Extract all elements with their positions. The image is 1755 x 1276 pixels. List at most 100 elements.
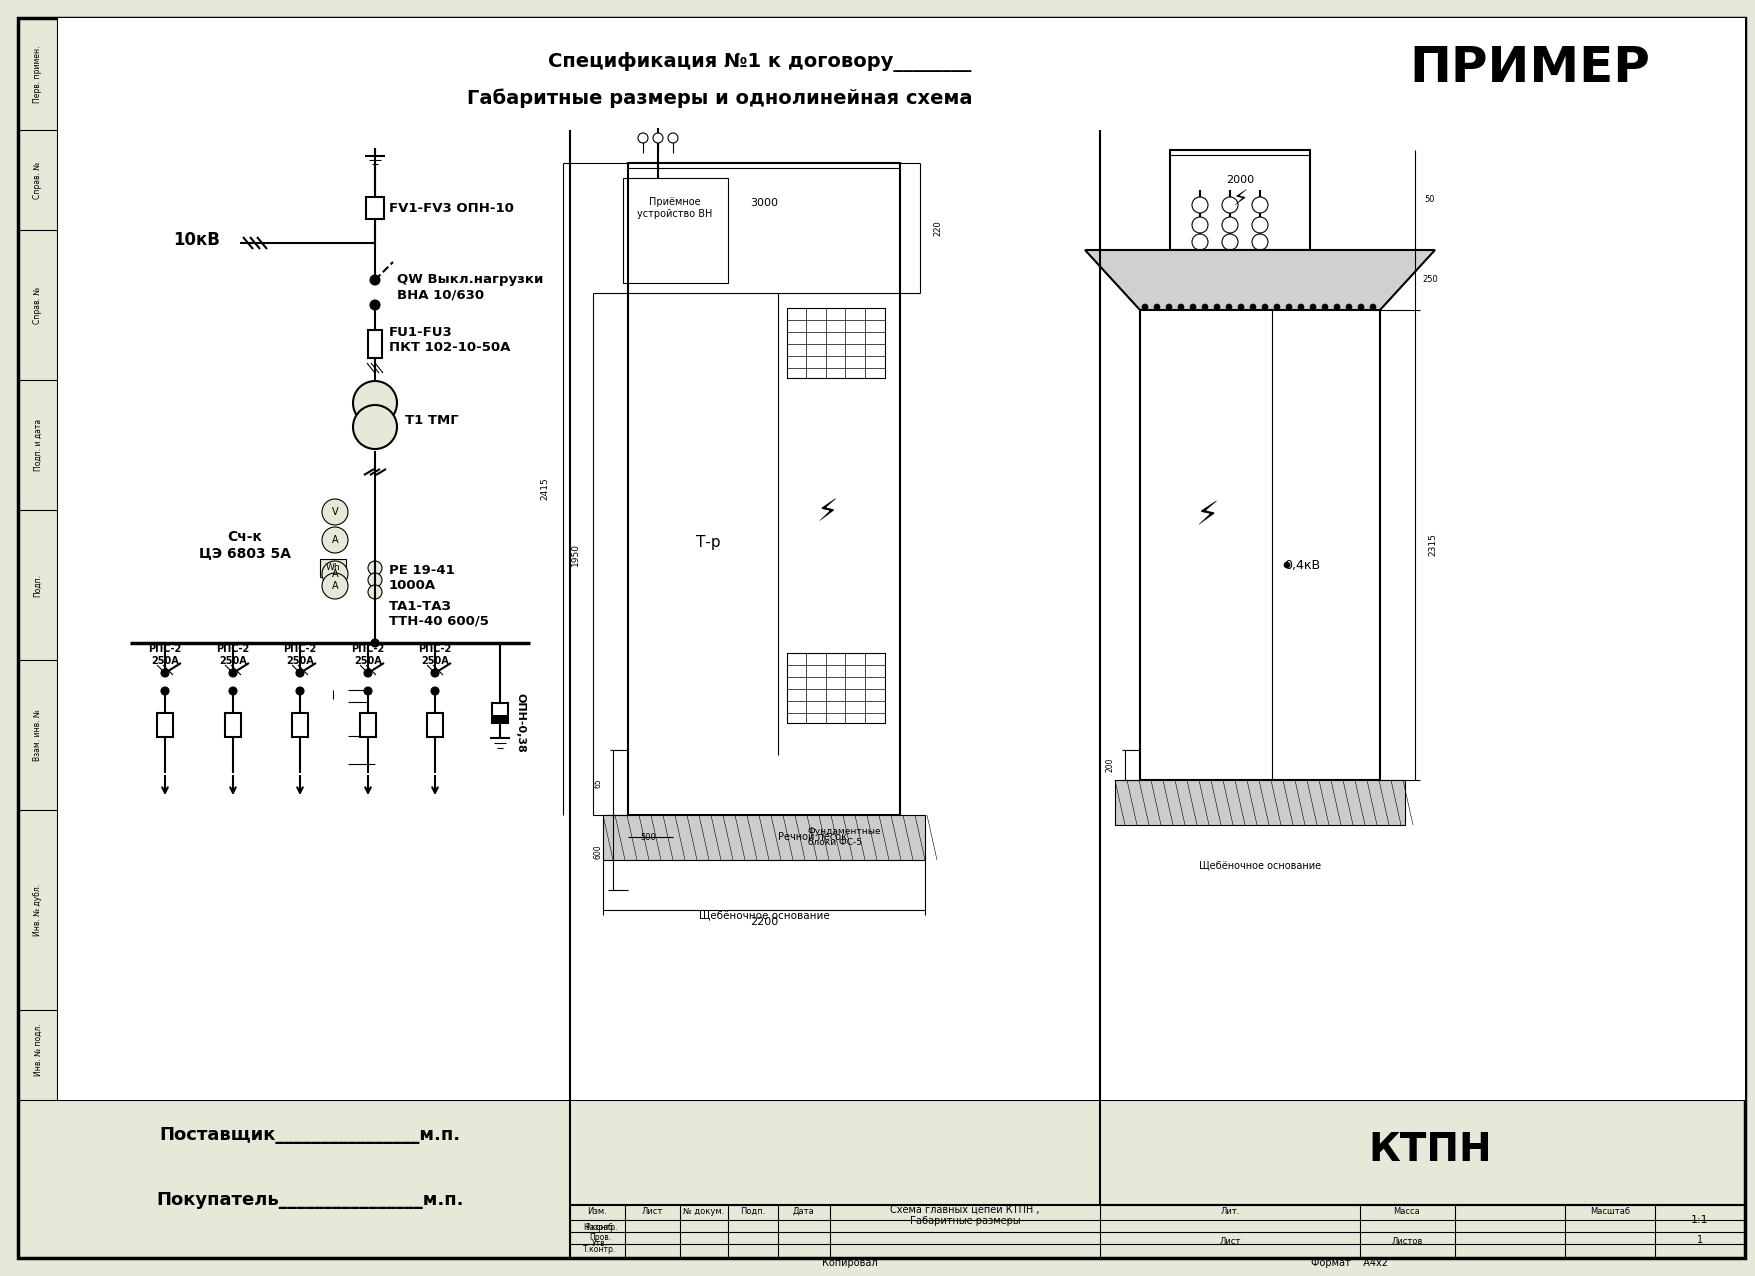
Text: Речной песок: Речной песок [777, 832, 848, 842]
Circle shape [1286, 304, 1292, 310]
Text: 200: 200 [1106, 758, 1114, 772]
Bar [491, 703, 507, 723]
Text: Масштаб: Масштаб [1590, 1207, 1630, 1216]
Bar [58, 130, 570, 1100]
Text: Подп.: Подп. [33, 573, 42, 597]
Circle shape [321, 573, 347, 598]
Text: Т-р: Т-р [695, 536, 720, 550]
Text: Габаритные размеры: Габаритные размеры [909, 1216, 1020, 1226]
Text: Лист: Лист [1220, 1238, 1241, 1247]
Text: Взам. инв. №: Взам. инв. № [33, 709, 42, 760]
Text: Листов: Листов [1392, 1238, 1423, 1247]
Bar [1141, 310, 1379, 780]
Text: 2415: 2415 [541, 477, 549, 500]
Text: ОПН-0,38: ОПН-0,38 [516, 693, 526, 753]
Bar [319, 559, 346, 577]
Text: Перв. примен.: Перв. примен. [33, 45, 42, 103]
Text: 2000: 2000 [1227, 175, 1255, 185]
Text: Wh: Wh [326, 564, 340, 573]
Circle shape [370, 300, 381, 310]
Bar [786, 653, 885, 723]
Circle shape [297, 669, 304, 678]
Text: Покупатель________________м.п.: Покупатель________________м.п. [156, 1191, 463, 1208]
Circle shape [1309, 304, 1316, 310]
Circle shape [1251, 197, 1269, 213]
Text: ⚡: ⚡ [1195, 499, 1220, 532]
Circle shape [1274, 304, 1279, 310]
Text: 65: 65 [593, 778, 602, 787]
Text: Поставщик________________м.п.: Поставщик________________м.п. [160, 1125, 460, 1145]
Text: Лист: Лист [641, 1207, 663, 1216]
Circle shape [353, 382, 397, 425]
Text: Н.контр.: Н.контр. [583, 1224, 618, 1233]
Text: Утв.: Утв. [591, 1239, 607, 1248]
Text: РПС-2
250А: РПС-2 250А [149, 644, 181, 666]
Text: 10кВ: 10кВ [174, 231, 219, 249]
Text: РПС-2
250А: РПС-2 250А [351, 644, 384, 666]
Text: Инв. № дубл.: Инв. № дубл. [33, 884, 42, 937]
Text: Т1 ТМГ: Т1 ТМГ [405, 413, 458, 426]
Circle shape [321, 527, 347, 553]
Text: № докум.: № докум. [683, 1207, 725, 1216]
Text: ТА1-ТАЗ
ТТН-40 600/5: ТА1-ТАЗ ТТН-40 600/5 [390, 600, 490, 628]
Text: Дата: Дата [793, 1207, 814, 1216]
Text: Фундаментные
блоки ФС-5: Фундаментные блоки ФС-5 [807, 827, 881, 847]
Text: Масса: Масса [1393, 1207, 1420, 1216]
Bar [491, 715, 507, 723]
Circle shape [228, 686, 237, 695]
Circle shape [432, 686, 439, 695]
Text: V: V [332, 507, 339, 517]
Circle shape [1227, 304, 1232, 310]
Circle shape [1178, 304, 1185, 310]
Bar [58, 18, 1744, 130]
Text: РПС-2
250А: РПС-2 250А [216, 644, 249, 666]
Bar [360, 713, 376, 738]
Text: РЕ 19-41
1000А: РЕ 19-41 1000А [390, 564, 455, 592]
Text: 1950: 1950 [570, 542, 579, 565]
Bar [604, 815, 925, 860]
Circle shape [639, 133, 648, 143]
Text: РПС-2
250А: РПС-2 250А [283, 644, 316, 666]
Circle shape [1165, 304, 1172, 310]
Text: 600: 600 [593, 845, 602, 859]
Circle shape [1285, 561, 1290, 568]
Circle shape [1155, 304, 1160, 310]
Circle shape [297, 686, 304, 695]
Text: ПРИМЕР: ПРИМЕР [1409, 43, 1650, 92]
Circle shape [432, 669, 439, 678]
Text: Приёмное
устройство ВН: Приёмное устройство ВН [637, 198, 713, 218]
Circle shape [1334, 304, 1341, 310]
Bar [291, 713, 307, 738]
Text: Справ. №: Справ. № [33, 162, 42, 199]
Circle shape [1192, 234, 1207, 250]
Circle shape [1346, 304, 1351, 310]
Text: РПС-2
250А: РПС-2 250А [418, 644, 451, 666]
Text: Пров.: Пров. [590, 1234, 611, 1243]
Circle shape [1192, 217, 1207, 234]
Circle shape [363, 669, 372, 678]
Text: Инв. № подл.: Инв. № подл. [33, 1023, 42, 1077]
Circle shape [1358, 304, 1364, 310]
Text: A: A [332, 535, 339, 545]
Bar [225, 713, 240, 738]
Bar [369, 330, 383, 359]
Bar [426, 713, 442, 738]
Circle shape [669, 133, 677, 143]
Bar [623, 177, 728, 283]
Circle shape [363, 686, 372, 695]
Text: Изм.: Изм. [588, 1207, 607, 1216]
Circle shape [370, 276, 381, 285]
Circle shape [228, 669, 237, 678]
Bar [786, 308, 885, 378]
Text: 2200: 2200 [749, 917, 777, 926]
Circle shape [653, 133, 663, 143]
Text: 1: 1 [1697, 1235, 1702, 1245]
Text: 220: 220 [934, 221, 942, 236]
Text: QW Выкл.нагрузки
ВНА 10/630: QW Выкл.нагрузки ВНА 10/630 [397, 273, 544, 301]
Circle shape [1221, 234, 1237, 250]
Text: Габаритные размеры и однолинейная схема: Габаритные размеры и однолинейная схема [467, 88, 972, 107]
Bar [367, 197, 384, 219]
Circle shape [161, 669, 168, 678]
Text: ⚡: ⚡ [816, 499, 837, 527]
Circle shape [370, 639, 379, 647]
